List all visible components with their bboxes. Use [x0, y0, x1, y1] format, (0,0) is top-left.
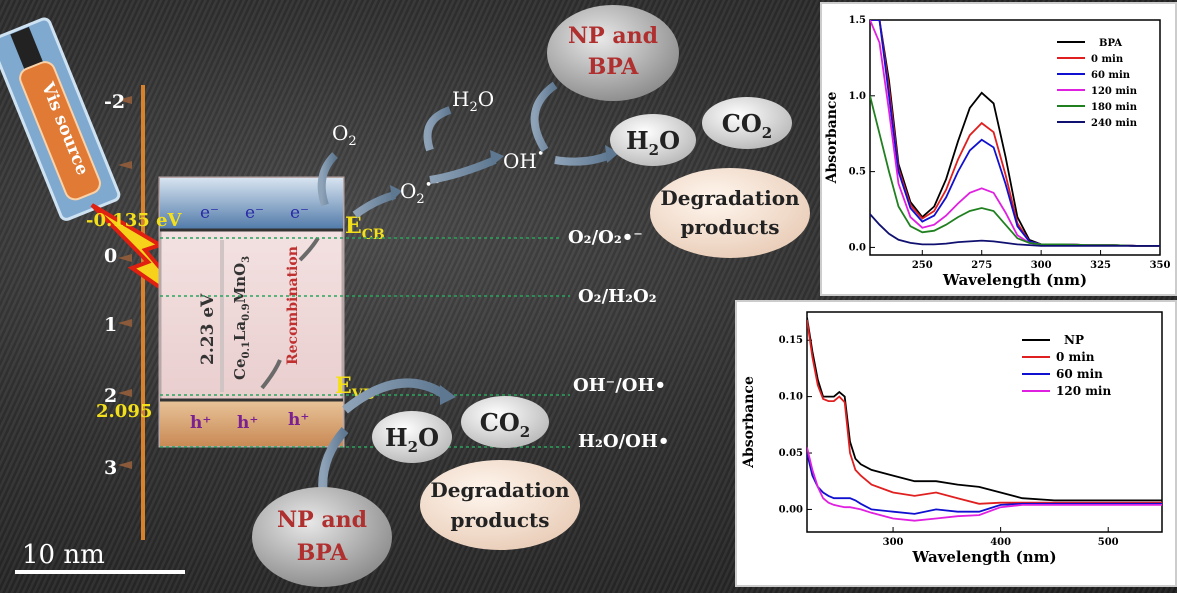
- co2-top-text: CO2: [722, 109, 772, 142]
- series-line-240-min: [870, 213, 1160, 247]
- valence-band: [160, 400, 343, 446]
- conduction-band: [160, 178, 343, 230]
- np-bpa-top-line2: BPA: [588, 54, 640, 80]
- oh-radical-label: OH•: [503, 147, 545, 173]
- np-bpa-top-oval: [547, 5, 679, 101]
- tick-3: 3: [104, 457, 117, 479]
- x-axis-label: Wavelength (nm): [942, 271, 1087, 289]
- co2-bottom-text: CO2: [480, 408, 530, 441]
- legend-entry: BPA: [1099, 38, 1122, 49]
- legend-entry: 120 min: [1091, 86, 1138, 97]
- o2-arrow: [317, 152, 338, 207]
- electron-1: e⁻: [200, 203, 219, 223]
- co2-bottom-oval: [461, 396, 549, 448]
- vis-source-lamp: Vis source: [0, 17, 121, 221]
- series-line-180-min: [870, 95, 1160, 247]
- h2o-bottom-text: H2O: [385, 423, 439, 456]
- degradation-top-line1: Degradation: [660, 186, 800, 210]
- electron-3: e⁻: [290, 203, 309, 223]
- vb-potential-label: 2.095: [96, 401, 152, 422]
- x-tick-label: 250: [912, 260, 933, 271]
- y-tick-label: 0.00: [779, 504, 803, 515]
- co2-top-oval: [702, 97, 792, 149]
- y-tick-label: 0.0: [849, 242, 866, 253]
- legend-entry: 60 min: [1091, 70, 1131, 81]
- y-tick-label: 0.15: [779, 335, 803, 346]
- bpa-absorbance-chart: 250 275 300 325 350 0.0 0.5 1.0 1.5 Wavelength (n…: [824, 15, 1171, 289]
- np-bpa-top-line1: NP and: [568, 23, 658, 49]
- vb-oxidation-arrow: [342, 378, 448, 414]
- legend-entry: NP: [1064, 333, 1084, 347]
- h2o-label: H2O: [452, 87, 494, 115]
- cb-potential-label: -0.135 eV: [86, 210, 183, 231]
- y-axis-label: Absorbance: [741, 376, 757, 469]
- np-bpa-bottom-line2: BPA: [297, 540, 349, 566]
- series-line-0-min: [807, 319, 1162, 505]
- band-gap-label: 2.23 eV: [198, 293, 218, 365]
- recombination-arrow: [260, 359, 282, 390]
- legend-entry: 240 min: [1091, 118, 1138, 129]
- np-absorbance-chart: 300 400 500 0.00 0.05 0.10 0.15 Wavelength (nm)…: [741, 311, 1163, 566]
- tick-0: 0: [104, 245, 117, 267]
- degradation-bottom-oval: [420, 460, 580, 550]
- legend-entry: 60 min: [1056, 367, 1103, 381]
- np-bpa-bottom-oval: [252, 487, 392, 587]
- chart-panel-np: 300 400 500 0.00 0.05 0.10 0.15 Wavelength (nm)…: [735, 300, 1177, 587]
- redox-oh: OH⁻/OH•: [573, 375, 666, 396]
- series-line-120-min: [807, 447, 1162, 522]
- x-tick-label: 325: [1090, 260, 1111, 271]
- legend-entry: 0 min: [1056, 350, 1095, 364]
- degradation-top-line2: products: [680, 215, 779, 239]
- electron-2: e⁻: [245, 203, 264, 223]
- x-tick-label: 300: [883, 537, 904, 548]
- y-tick-label: 1.0: [849, 91, 866, 102]
- degradation-top-oval: [650, 168, 810, 258]
- plot-frame: [806, 311, 1163, 533]
- o2-label: O2: [332, 121, 357, 149]
- h2o-top-oval: [610, 114, 696, 166]
- y-axis-label: Absorbance: [824, 92, 840, 185]
- y-tick-label: 0.5: [849, 167, 866, 178]
- degradation-bottom-line2: products: [450, 508, 549, 532]
- chart-panel-bpa: 250 275 300 325 350 0.0 0.5 1.0 1.5 Wavelength (n…: [820, 2, 1177, 296]
- np-bpa-bottom-line1: NP and: [277, 507, 367, 533]
- y-tick-label: 0.05: [779, 448, 803, 459]
- x-tick-label: 300: [1031, 260, 1052, 271]
- x-tick-label: 275: [971, 260, 992, 271]
- x-axis-label: Wavelength (nm): [911, 548, 1056, 566]
- h2o-top-text: H2O: [626, 126, 680, 159]
- x-tick-label: 350: [1150, 260, 1171, 271]
- series-line-np: [807, 317, 1162, 502]
- y-tick-label: 0.10: [779, 392, 803, 403]
- redox-o2-o2rad: O₂/O₂•⁻: [568, 227, 643, 248]
- material-formula: Ce0.1La0.9MnO3: [231, 256, 252, 380]
- tick-minus2: -2: [104, 91, 125, 113]
- redox-h2o-oh: H₂O/OH•: [578, 431, 669, 452]
- x-tick-label: 500: [1098, 537, 1119, 548]
- hole-3: h⁺: [288, 410, 309, 430]
- legend-entry: 120 min: [1056, 384, 1111, 398]
- x-tick-label: 400: [990, 537, 1011, 548]
- degradation-bottom-line1: Degradation: [430, 478, 570, 502]
- hole-2: h⁺: [237, 413, 258, 433]
- legend-entry: 180 min: [1091, 102, 1138, 113]
- y-tick-label: 1.5: [849, 15, 866, 26]
- plot-frame: [869, 19, 1161, 256]
- series-line-60-min: [807, 452, 1162, 515]
- tick-2: 2: [104, 385, 117, 407]
- ecb-label: ECB: [345, 213, 385, 243]
- axis-ticks: [118, 96, 132, 469]
- recombination-label: Recombination: [285, 246, 301, 365]
- legend-entry: 0 min: [1091, 54, 1124, 65]
- h2o-bottom-oval: [372, 411, 452, 463]
- hole-1: h⁺: [190, 413, 211, 433]
- scale-bar-label: 10 nm: [22, 540, 105, 570]
- tick-1: 1: [104, 314, 117, 336]
- redox-o2-h2o2: O₂/H₂O₂: [578, 286, 657, 307]
